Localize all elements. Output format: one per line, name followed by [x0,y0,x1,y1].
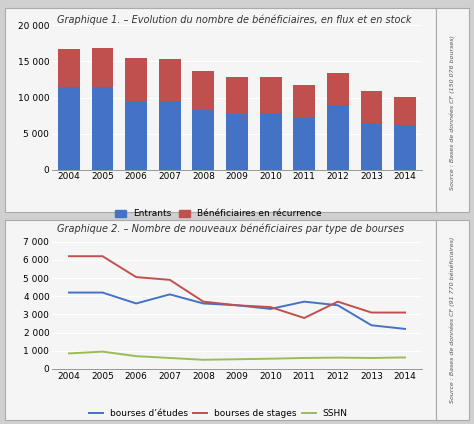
Bar [91,48,113,86]
SSHN [268,356,273,361]
Bar [226,77,248,114]
bourses d’études [167,292,173,297]
Line: bourses d’études: bourses d’études [69,293,405,329]
bourses de stages [369,310,374,315]
SSHN [301,355,307,360]
bourses de stages [201,299,206,304]
Bar [125,58,147,101]
Bar [260,77,282,113]
Line: SSHN: SSHN [69,351,405,360]
Text: Graphique 1. – Evolution du nombre de bénéficiaires, en flux et en stock: Graphique 1. – Evolution du nombre de bé… [57,15,411,25]
SSHN [66,351,72,356]
Line: bourses de stages: bourses de stages [69,256,405,318]
bourses d’études [369,323,374,328]
Legend: Entrants, Bénéficiaires en récurrence: Entrants, Bénéficiaires en récurrence [112,206,325,222]
SSHN [201,357,206,363]
Bar [58,49,80,86]
Bar [361,123,383,170]
Bar [327,73,349,105]
bourses d’études [335,303,341,308]
SSHN [100,349,105,354]
bourses de stages [66,254,72,259]
bourses d’études [66,290,72,295]
Text: Source : Bases de données CF (150 076 bourses): Source : Bases de données CF (150 076 bo… [450,35,456,190]
bourses d’études [268,307,273,312]
SSHN [402,355,408,360]
bourses de stages [234,303,240,308]
Bar [58,86,80,170]
bourses de stages [402,310,408,315]
Bar [394,125,416,170]
Bar [327,105,349,170]
bourses de stages [133,275,139,280]
Bar [361,91,383,123]
Text: Source : Bases de données CF (91 770 bénéficiaires): Source : Bases de données CF (91 770 bén… [450,237,456,403]
bourses de stages [335,299,341,304]
bourses d’études [301,299,307,304]
bourses d’études [402,326,408,332]
Legend: bourses d’études, bourses de stages, SSHN: bourses d’études, bourses de stages, SSH… [86,405,351,421]
SSHN [167,355,173,360]
bourses d’études [201,301,206,306]
bourses d’études [133,301,139,306]
Bar [192,111,214,170]
bourses de stages [167,277,173,282]
Bar [159,59,181,101]
Bar [226,114,248,170]
Bar [91,86,113,170]
SSHN [369,355,374,360]
SSHN [133,354,139,359]
Bar [293,118,315,170]
bourses d’études [100,290,105,295]
SSHN [335,355,341,360]
Bar [125,101,147,170]
Bar [192,71,214,111]
bourses de stages [100,254,105,259]
Bar [260,113,282,170]
Bar [394,97,416,125]
bourses de stages [268,304,273,310]
SSHN [234,357,240,362]
Text: Graphique 2. – Nombre de nouveaux bénéficiaires par type de bourses: Graphique 2. – Nombre de nouveaux bénéfi… [57,224,404,234]
bourses de stages [301,315,307,321]
bourses d’études [234,303,240,308]
Bar [293,84,315,118]
Bar [159,101,181,170]
